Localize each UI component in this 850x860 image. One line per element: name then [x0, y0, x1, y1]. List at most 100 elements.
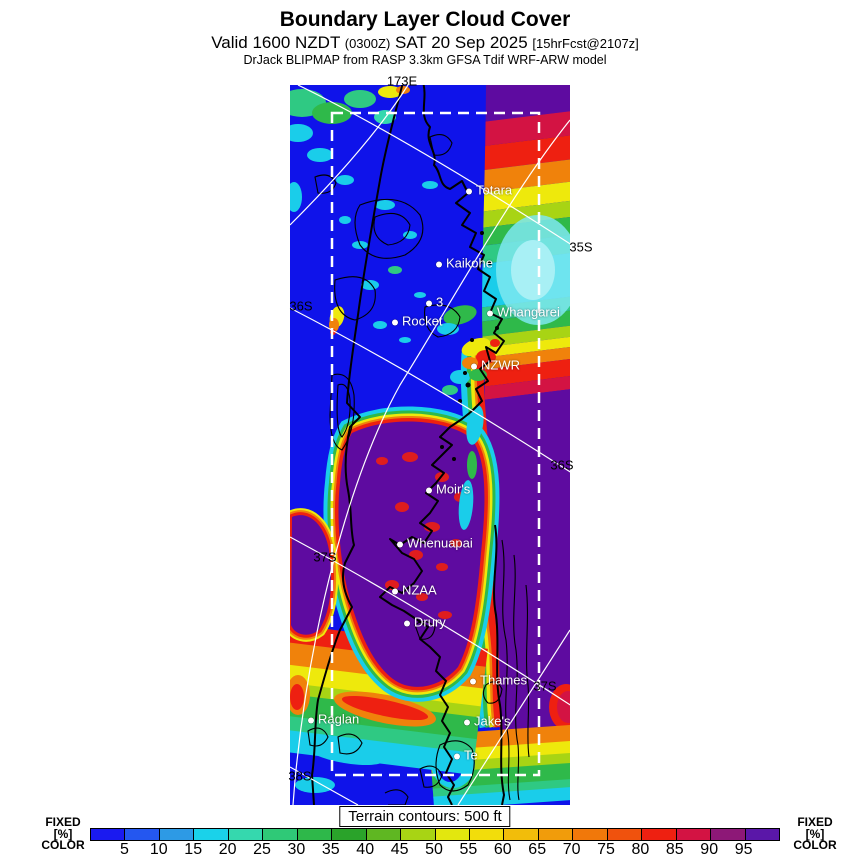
colorbar-tick-label: 15 — [184, 841, 203, 858]
site-dot-icon — [454, 753, 460, 760]
site-label: Drury — [414, 614, 446, 630]
valid-date: SAT 20 Sep 2025 — [390, 33, 533, 52]
site-marker: Te — [454, 748, 478, 763]
site-label: NZWR — [481, 357, 520, 373]
site-label: Thames — [480, 672, 527, 688]
fixed-color-label-line: COLOR — [41, 838, 85, 852]
site-dot-icon — [426, 487, 432, 494]
site-label: Rocket — [402, 313, 443, 329]
colorbar-segment — [469, 829, 505, 840]
site-marker: Whenuapai — [397, 536, 473, 551]
colorbar-segment — [159, 829, 195, 840]
site-dot-icon — [470, 678, 476, 685]
cloud-cover-colorbar — [90, 828, 780, 841]
coastline — [311, 85, 505, 805]
lat-lon-graticule — [290, 85, 570, 805]
graticule-label: 37S — [533, 678, 557, 694]
colorbar-segment — [91, 829, 126, 840]
colorbar-segment — [538, 829, 574, 840]
site-label: Totara — [476, 182, 513, 198]
site-dot-icon — [487, 310, 493, 317]
model-domain-box — [330, 111, 541, 777]
forecast-map — [290, 85, 570, 805]
colorbar-segment — [125, 829, 160, 840]
site-label: Raglan — [318, 711, 360, 727]
colorbar-segment — [263, 829, 298, 840]
colorbar-tick-label: 85 — [665, 841, 684, 858]
fixed-color-label-right: FIXED [%] COLOR — [780, 816, 850, 852]
site-marker: Thames — [470, 673, 527, 688]
west-coast-purple-strip — [290, 508, 339, 642]
colorbar-segment — [504, 829, 539, 840]
site-marker: Moir's — [426, 482, 470, 497]
site-label: Whenuapai — [407, 535, 473, 551]
site-label: Te — [464, 747, 478, 763]
colorbar-tick-label: 10 — [149, 841, 168, 858]
site-dot-icon — [471, 363, 477, 370]
terrain-contours-note: Terrain contours: 500 ft — [339, 806, 511, 827]
page-title: Boundary Layer Cloud Cover — [279, 8, 571, 31]
graticule-label: 36S — [550, 457, 574, 473]
site-marker: Raglan — [308, 712, 359, 727]
graticule-label: 38S — [288, 768, 312, 784]
fixed-color-label-line: FIXED — [45, 815, 81, 829]
colorbar-tick-label: 50 — [425, 841, 443, 858]
site-marker: Rocket — [392, 314, 442, 329]
colorbar-segment — [366, 829, 402, 840]
colorbar-tick-label: 40 — [356, 841, 375, 858]
site-label: Moir's — [436, 481, 471, 497]
valid-utc: (0300Z) — [344, 36, 391, 51]
colorbar-tick-label: 80 — [631, 841, 650, 858]
colorbar-segment — [711, 829, 746, 840]
cloud-cover-field — [290, 85, 570, 805]
colorbar-tick-label: 75 — [597, 841, 615, 858]
site-dot-icon — [436, 261, 442, 268]
colorbar-segment — [676, 829, 712, 840]
site-label: Jake's — [474, 713, 511, 729]
site-dot-icon — [464, 719, 470, 726]
colorbar-segment — [573, 829, 608, 840]
fixed-color-label-line: [%] — [53, 826, 73, 841]
colorbar-segment — [332, 829, 367, 840]
site-marker: Jake's — [464, 714, 510, 729]
colorbar-segment — [228, 829, 264, 840]
fixed-color-label-line: COLOR — [793, 838, 837, 852]
site-dot-icon — [397, 541, 403, 548]
colorbar-tick-label: 65 — [528, 841, 547, 858]
colorbar-tick-label: 35 — [321, 841, 340, 858]
colorbar-segment — [435, 829, 470, 840]
graticule-label: 173E — [386, 73, 418, 89]
colorbar-tick-label: 60 — [493, 841, 512, 858]
site-marker: Totara — [466, 183, 512, 198]
colorbar-segment — [745, 829, 780, 840]
fixed-color-label-line: [%] — [805, 826, 825, 841]
site-label: Whangarei — [497, 304, 560, 320]
site-marker: NZWR — [471, 358, 520, 373]
islands — [440, 231, 499, 461]
valid-time-line: Valid 1600 NZDT (0300Z) SAT 20 Sep 2025 … — [0, 33, 850, 53]
site-dot-icon — [392, 319, 398, 326]
colorbar-tick-label: 25 — [253, 841, 271, 858]
auckland-purple-mass — [323, 406, 500, 702]
site-label: Kaikohe — [446, 255, 493, 271]
colorbar-segment — [642, 829, 677, 840]
valid-fcst: [15hrFcst@2107z] — [532, 36, 639, 51]
colorbar-tick-label: 20 — [218, 841, 237, 858]
colorbar-segment — [297, 829, 333, 840]
graticule-label: 36S — [289, 298, 313, 314]
colorbar-tick-label: 70 — [562, 841, 581, 858]
colorbar-tick-label: 5 — [119, 841, 129, 858]
graticule-label: 37S — [313, 549, 337, 565]
colorbar-segment — [607, 829, 643, 840]
site-marker: Kaikohe — [436, 256, 493, 271]
graticule-label: 35S — [569, 239, 593, 255]
site-marker: Drury — [404, 615, 446, 630]
site-marker: NZAA — [392, 583, 437, 598]
colorbar-tick-label: 30 — [287, 841, 306, 858]
site-dot-icon — [466, 188, 472, 195]
site-label: 3 — [436, 294, 444, 310]
site-dot-icon — [308, 717, 314, 724]
colorbar-tick-label: 55 — [459, 841, 478, 858]
fixed-color-label-left: FIXED [%] COLOR — [28, 815, 98, 852]
